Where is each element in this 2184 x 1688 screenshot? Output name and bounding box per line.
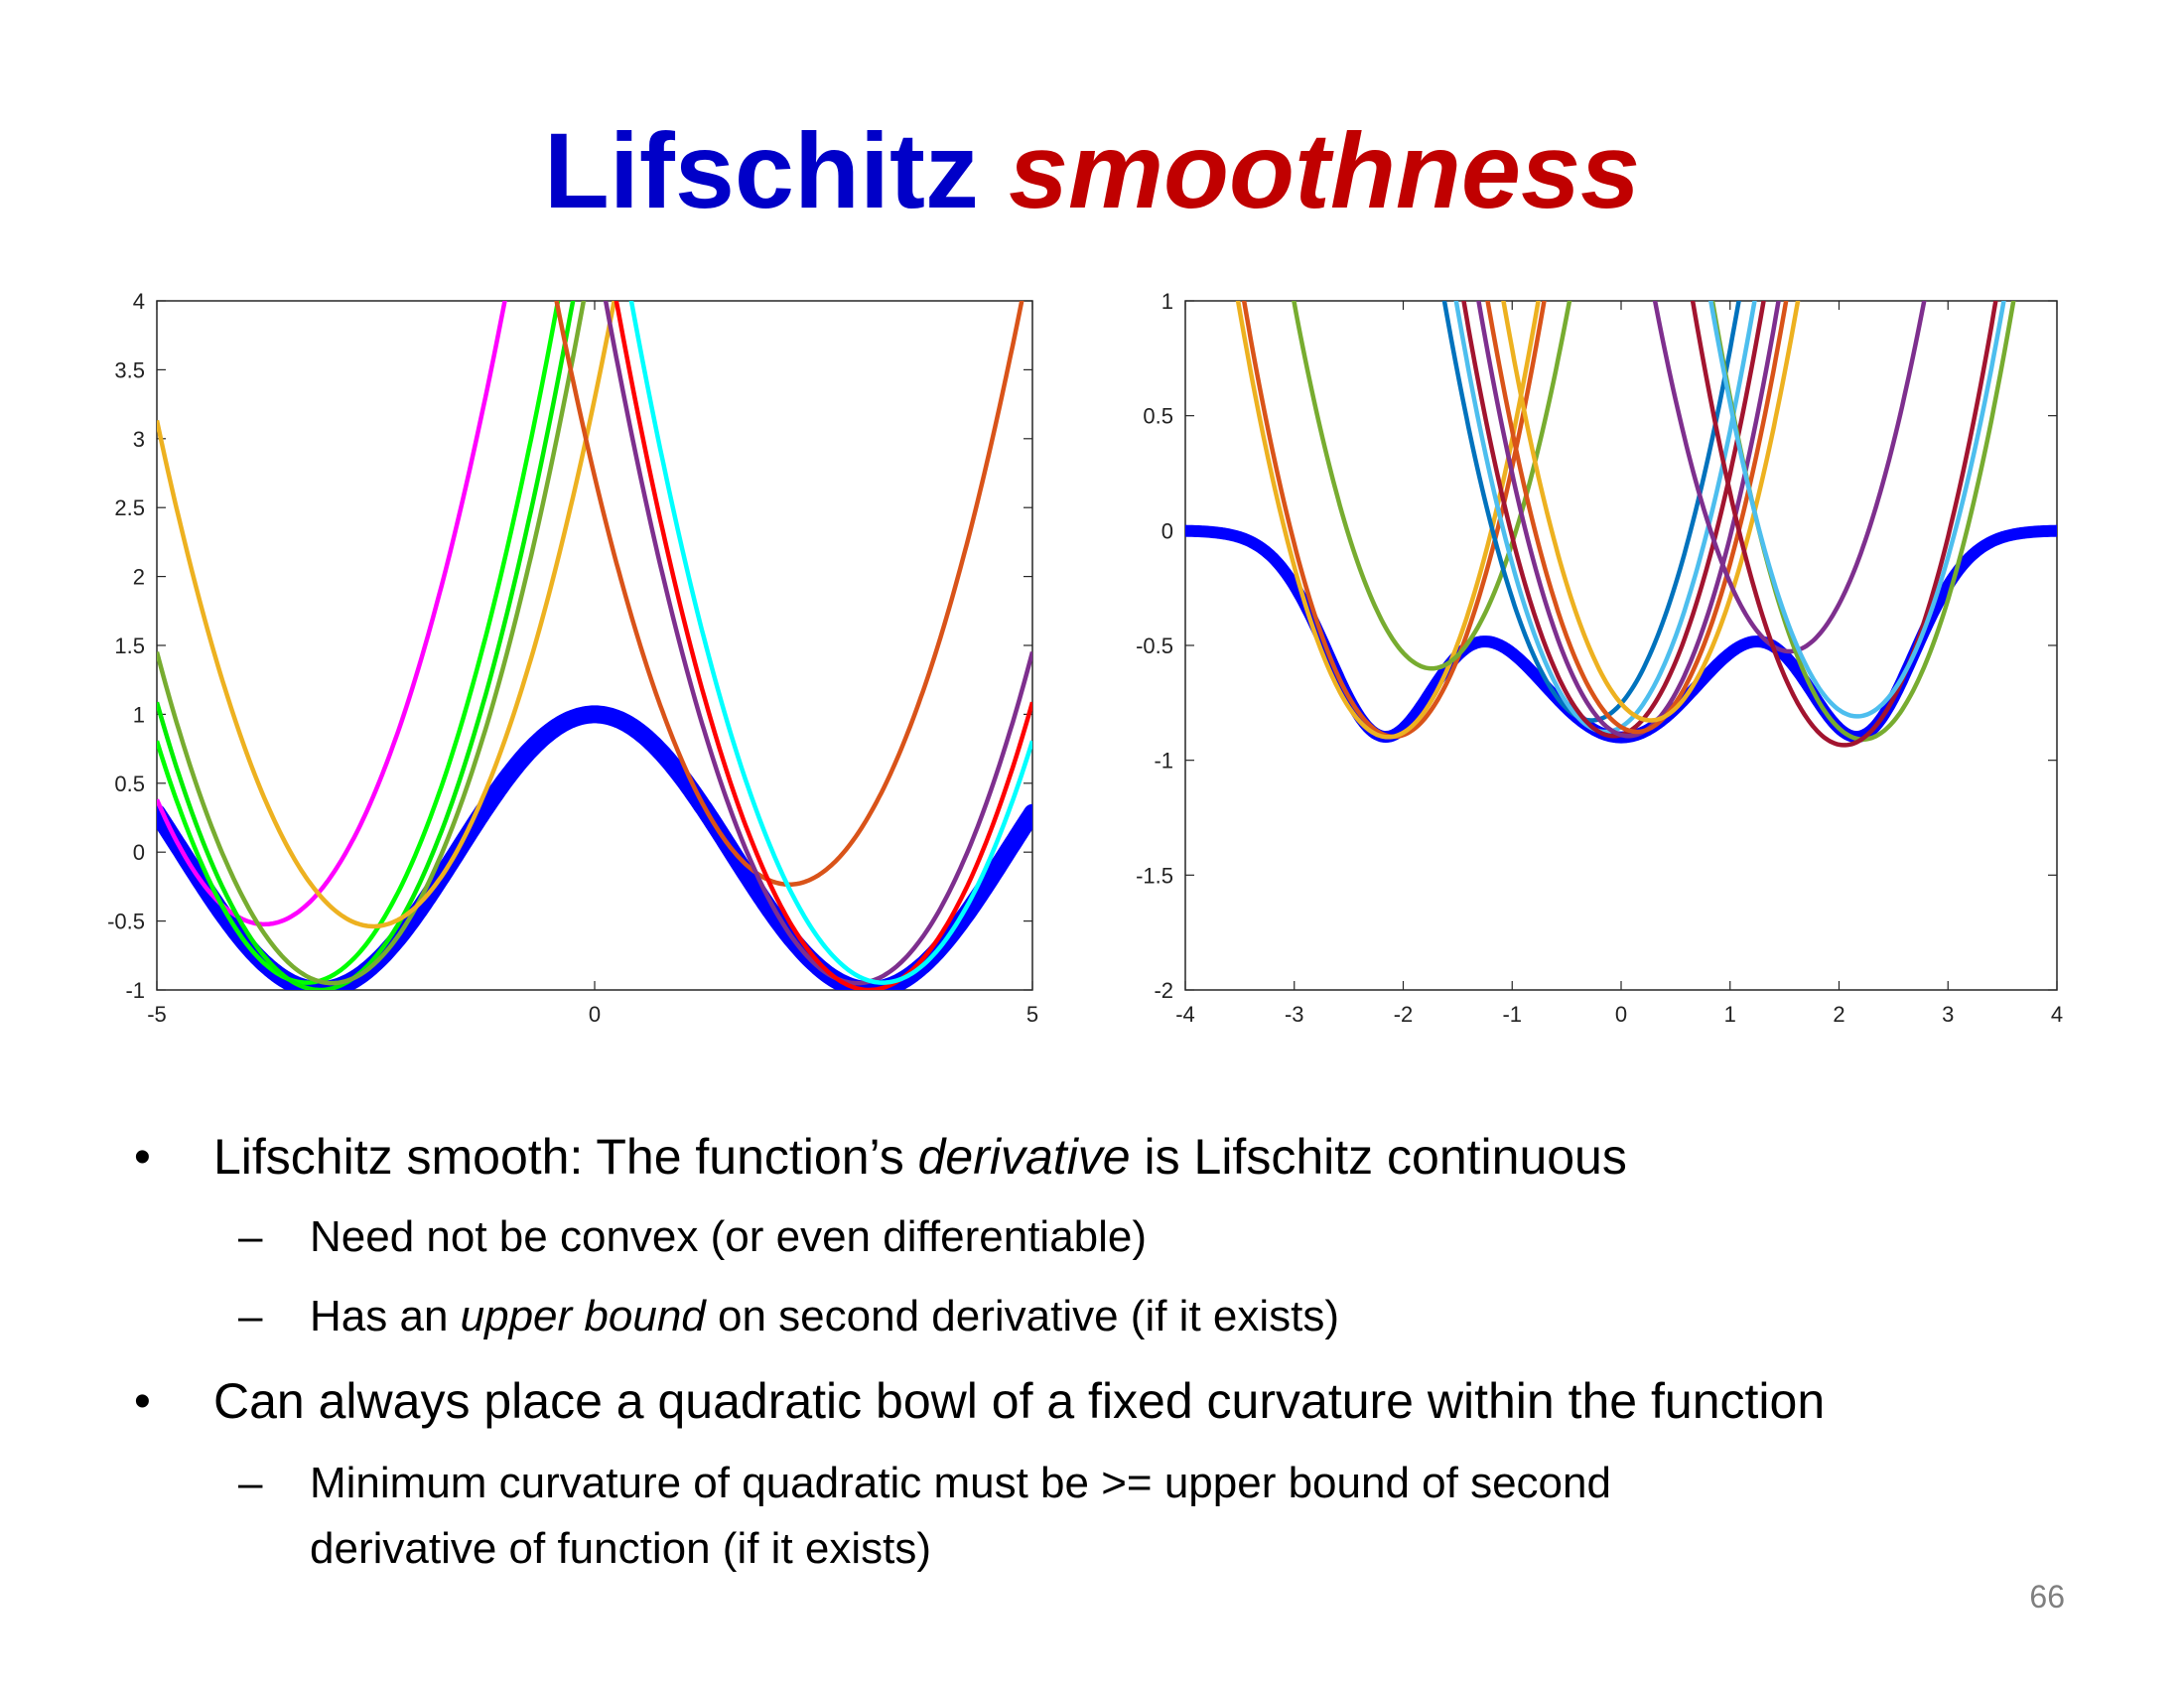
x-tick-label: -2 — [1394, 1002, 1414, 1027]
bullet-2a-line1: Minimum curvature of quadratic must be >… — [310, 1459, 1611, 1507]
bullet-1a-text: Need not be convex (or even differentiab… — [310, 1212, 1148, 1261]
quadratic-bowl-13 — [1708, 301, 2006, 719]
bullet-2-marker: • — [134, 1375, 151, 1428]
y-tick-label: -1 — [125, 978, 145, 1003]
bullet-1b-pre: Has an — [310, 1292, 461, 1340]
x-tick-label: 1 — [1724, 1002, 1736, 1027]
title-word-smoothness: smoothness — [1008, 110, 1641, 230]
y-tick-label: 2.5 — [114, 495, 145, 520]
x-tick-label: 2 — [1833, 1002, 1844, 1027]
y-tick-label: 3.5 — [114, 357, 145, 382]
x-tick-label: -1 — [1502, 1002, 1522, 1027]
bullet-1-em: derivative — [917, 1129, 1131, 1185]
bullet-1-marker: • — [134, 1131, 151, 1184]
y-tick-label: -0.5 — [1136, 633, 1173, 658]
quadratic-bowl-1 — [1241, 301, 1547, 740]
quadratic-bowl-11 — [1709, 301, 2016, 742]
bullet-2-text: Can always place a quadratic bowl of a f… — [213, 1373, 1826, 1429]
y-tick-label: 0.5 — [114, 772, 145, 796]
quadratic-bowl-7 — [603, 301, 1032, 986]
bullet-1b-post: on second derivative (if it exists) — [705, 1292, 1340, 1340]
bullet-1-text: Lifschitz smooth: The function’s derivat… — [213, 1132, 1627, 1182]
x-tick-label: 0 — [1615, 1002, 1627, 1027]
quadratic-bowl-2 — [1235, 301, 1541, 740]
bullet-2a-line2: derivative of function (if it exists) — [310, 1524, 932, 1573]
chart-2: -4 -3 -2 -1 0 1 2 3 4 -2 -1.5 -1 -0.5 0 0.5 1 — [1136, 289, 2063, 1027]
quadratic-bowl-7 — [1476, 301, 1781, 739]
quadratic-bowl-9 — [1501, 301, 1801, 723]
quadratic-bowl-9 — [628, 301, 1032, 985]
quadratic-bowl-8 — [1485, 301, 1789, 735]
y-tick-label: 0 — [1161, 518, 1173, 543]
x-tick-label: -5 — [147, 1002, 167, 1027]
quadratic-bowl-3 — [1292, 301, 1572, 671]
y-tick-label: 1.5 — [114, 633, 145, 658]
y-tick-label: 0.5 — [1143, 404, 1173, 429]
quadratic-bowl-10 — [1652, 301, 1927, 654]
slide-title: Lifschitz smoothness — [0, 117, 2184, 224]
quadratic-bowl-4 — [157, 301, 587, 986]
x-tick-label: -3 — [1285, 1002, 1304, 1027]
bullet-2a-marker: – — [238, 1459, 263, 1507]
quadratic-bowl-1 — [157, 301, 507, 927]
y-tick-label: -1 — [1154, 749, 1173, 774]
x-tick-label: -4 — [1175, 1002, 1195, 1027]
title-word-lifschitz: Lifschitz — [543, 110, 979, 230]
y-tick-label: 0 — [133, 840, 145, 865]
y-tick-label: 1 — [1161, 289, 1173, 314]
quadratic-bowl-3 — [157, 301, 576, 990]
chart-1: -5 0 5 -1 -0.5 0 0.5 1 1.5 2 2.5 3 3.5 4 — [107, 289, 1038, 1027]
bullet-1-pre: Lifschitz smooth: The function’s — [213, 1129, 918, 1185]
quadratic-bowl-2 — [157, 301, 561, 985]
quadratic-bowl-8 — [614, 301, 1032, 990]
bullet-1b-em: upper bound — [460, 1292, 706, 1340]
y-tick-label: 2 — [133, 565, 145, 590]
bullet-1-post: is Lifschitz continuous — [1130, 1129, 1627, 1185]
y-tick-label: -0.5 — [107, 910, 145, 934]
y-tick-label: 1 — [133, 702, 145, 727]
bullet-1b-text: Has an upper bound on second derivative … — [310, 1295, 1339, 1338]
plots-area: -5 0 5 -1 -0.5 0 0.5 1 1.5 2 2.5 3 3.5 4 -4 -3 -2 -1 0 1 2 3 4… — [107, 289, 2063, 1027]
quadratic-bowl-6 — [554, 301, 1024, 888]
y-tick-label: 3 — [133, 427, 145, 452]
x-tick-label: 3 — [1942, 1002, 1954, 1027]
bullet-1b-marker: – — [238, 1292, 263, 1340]
bullet-1a-marker: – — [238, 1212, 263, 1261]
x-tick-label: 5 — [1026, 1002, 1038, 1027]
quadratic-bowl-5 — [157, 301, 616, 929]
y-tick-label: -2 — [1154, 978, 1173, 1003]
y-tick-label: -1.5 — [1136, 863, 1173, 888]
page-number: 66 — [2029, 1579, 2065, 1615]
y-tick-label: 4 — [133, 289, 145, 314]
x-tick-label: 0 — [589, 1002, 601, 1027]
x-tick-label: 4 — [2051, 1002, 2063, 1027]
